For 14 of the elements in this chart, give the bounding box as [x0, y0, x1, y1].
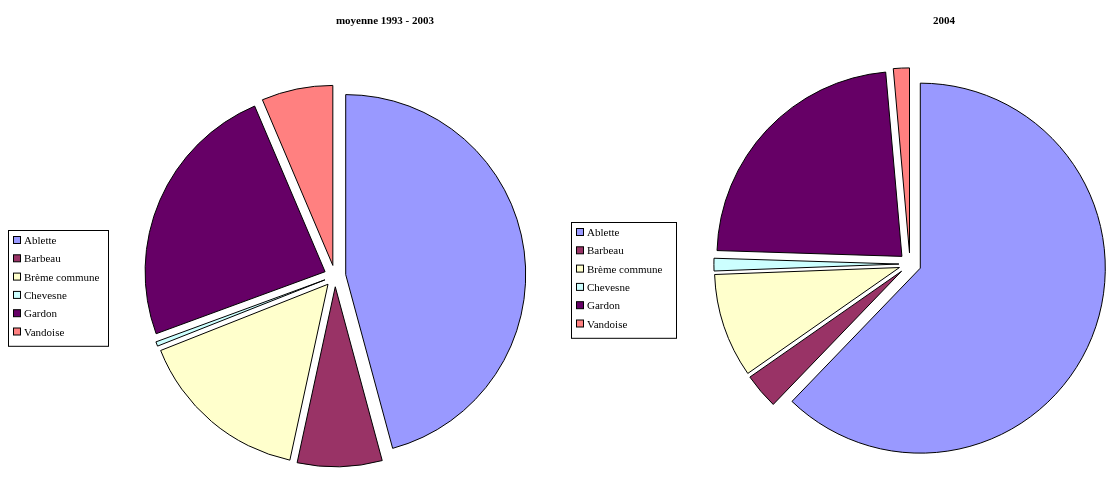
- chart-title: 2004: [933, 14, 956, 26]
- legend-label: Vandoise: [587, 317, 628, 330]
- legend-label: Vandoise: [24, 325, 65, 338]
- legend-label: Barbeau: [587, 244, 625, 257]
- legend-label: Brème commune: [587, 262, 663, 275]
- legend-label: Chevesne: [587, 280, 630, 293]
- chart-title: moyenne 1993 - 2003: [335, 14, 435, 26]
- legend-label: Ablette: [587, 226, 620, 238]
- legend-label: Gardon: [587, 299, 621, 312]
- legend-label: Barbeau: [24, 252, 62, 265]
- legend-label: Chevesne: [24, 288, 67, 301]
- legend-label: Gardon: [24, 307, 58, 320]
- legend-label: Brème commune: [24, 270, 100, 283]
- legend-label: Ablette: [24, 234, 57, 246]
